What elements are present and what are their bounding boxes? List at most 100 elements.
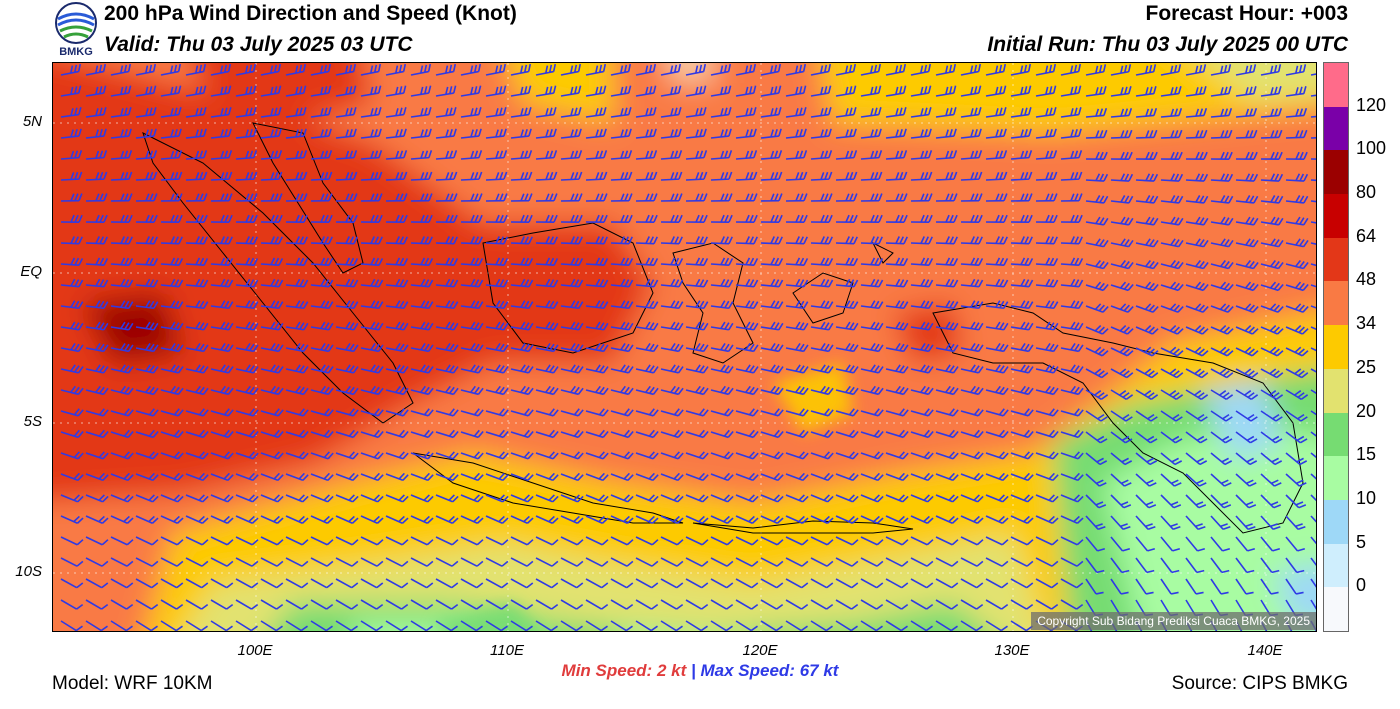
wind-barb bbox=[610, 620, 633, 631]
wind-barb bbox=[185, 63, 207, 76]
wind-barb bbox=[985, 494, 1009, 503]
wind-barb bbox=[310, 429, 334, 439]
wind-barb bbox=[435, 451, 459, 460]
wind-barb bbox=[335, 150, 358, 160]
wind-barb bbox=[385, 321, 409, 331]
wind-barb bbox=[835, 321, 859, 331]
wind-barb bbox=[685, 63, 707, 76]
wind-barb bbox=[110, 620, 133, 631]
wind-barb bbox=[935, 128, 957, 139]
wind-barb bbox=[285, 620, 308, 631]
wind-barb bbox=[1160, 410, 1183, 422]
wind-barb bbox=[985, 620, 1008, 631]
wind-barb bbox=[760, 408, 784, 417]
wind-barb bbox=[1285, 410, 1308, 422]
wind-barb bbox=[810, 300, 834, 310]
wind-barb bbox=[435, 257, 459, 267]
wind-barb bbox=[210, 364, 234, 374]
wind-barb bbox=[785, 578, 809, 589]
wind-barb bbox=[585, 63, 607, 76]
wind-barb bbox=[1035, 63, 1057, 76]
wind-barb bbox=[960, 236, 983, 245]
wind-barb bbox=[860, 472, 884, 482]
wind-barb bbox=[135, 85, 157, 97]
wind-barb bbox=[860, 343, 884, 353]
wind-barb bbox=[1260, 173, 1284, 182]
wind-barb bbox=[585, 150, 608, 160]
wind-barb bbox=[360, 278, 384, 288]
wind-barb bbox=[1010, 536, 1034, 546]
wind-barb bbox=[1035, 171, 1058, 181]
wind-barb bbox=[710, 536, 734, 546]
wind-barb bbox=[210, 557, 234, 567]
wind-barb bbox=[310, 214, 333, 223]
wind-barb bbox=[1010, 364, 1034, 374]
wind-barb bbox=[735, 364, 759, 374]
wind-barb bbox=[785, 171, 808, 181]
wind-barb bbox=[1310, 536, 1316, 552]
wind-barb bbox=[535, 599, 559, 610]
wind-barb bbox=[485, 578, 509, 589]
wind-barb bbox=[460, 343, 484, 353]
wind-barb bbox=[610, 408, 634, 417]
wind-barb bbox=[910, 451, 934, 460]
wind-barb bbox=[310, 107, 332, 118]
wind-barb bbox=[760, 343, 784, 353]
wind-barb bbox=[660, 321, 684, 331]
wind-barb bbox=[660, 578, 684, 589]
colorbar-segment bbox=[1324, 456, 1348, 500]
wind-barb bbox=[635, 214, 658, 223]
wind-barb bbox=[1110, 346, 1134, 357]
wind-barb bbox=[960, 599, 984, 610]
colorbar-segment bbox=[1324, 325, 1348, 369]
wind-barb bbox=[110, 472, 134, 482]
wind-barb bbox=[335, 620, 358, 631]
colorbar-segment bbox=[1324, 499, 1348, 544]
wind-barb bbox=[285, 278, 309, 288]
wind-barb bbox=[635, 150, 658, 160]
wind-barb bbox=[510, 300, 534, 310]
wind-barb bbox=[485, 128, 507, 139]
wind-barb bbox=[435, 193, 458, 202]
wind-barb bbox=[1210, 129, 1233, 139]
wind-barb bbox=[985, 599, 1009, 610]
wind-barb bbox=[885, 107, 907, 118]
wind-barb bbox=[760, 107, 782, 118]
wind-barb bbox=[585, 494, 609, 503]
wind-barb bbox=[1060, 214, 1083, 223]
wind-barb bbox=[1035, 300, 1059, 310]
wind-barb bbox=[1235, 536, 1256, 552]
wind-barb bbox=[610, 236, 633, 245]
wind-barb bbox=[210, 150, 233, 160]
wind-barb bbox=[360, 557, 384, 567]
wind-barb bbox=[585, 128, 607, 139]
wind-barb bbox=[160, 193, 183, 202]
wind-barb bbox=[110, 515, 134, 524]
wind-barb bbox=[785, 193, 808, 202]
wind-barb bbox=[960, 578, 984, 589]
wind-barb bbox=[1060, 343, 1084, 353]
wind-barb bbox=[310, 364, 334, 374]
wind-barb bbox=[910, 536, 934, 546]
wind-barb bbox=[1085, 368, 1109, 379]
wind-barb bbox=[1135, 431, 1158, 444]
wind-barb bbox=[1110, 173, 1134, 182]
wind-barb bbox=[560, 236, 583, 245]
wind-barb bbox=[285, 236, 308, 245]
wind-barb bbox=[1235, 578, 1254, 595]
wind-barb bbox=[435, 85, 457, 97]
wind-barb bbox=[660, 278, 684, 288]
wind-barb bbox=[835, 128, 857, 139]
wind-barb bbox=[585, 257, 609, 267]
wind-barb bbox=[310, 300, 334, 310]
wind-barb bbox=[935, 364, 959, 374]
wind-barb bbox=[660, 343, 684, 353]
wind-barb bbox=[1035, 429, 1059, 439]
wind-barb bbox=[735, 300, 759, 310]
wind-barb bbox=[1310, 494, 1316, 509]
wind-barb bbox=[185, 364, 209, 374]
wind-barb bbox=[260, 278, 284, 288]
lat-label-5s: 5S bbox=[23, 413, 42, 430]
wind-barb bbox=[1185, 64, 1207, 76]
colorbar-segment bbox=[1324, 150, 1348, 195]
